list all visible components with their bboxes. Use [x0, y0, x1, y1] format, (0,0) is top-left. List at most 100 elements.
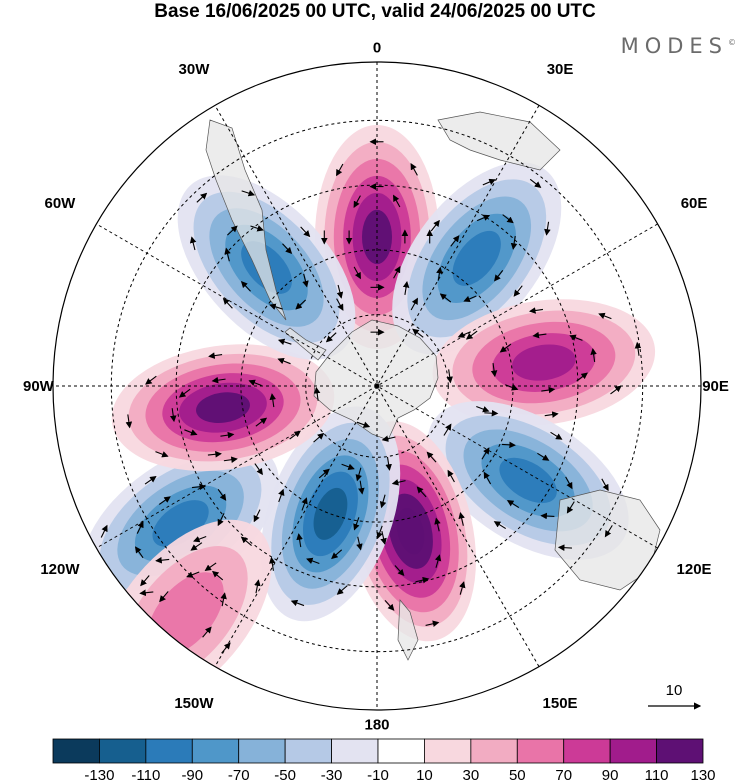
wind-arrow — [565, 476, 573, 490]
wind-arrow — [269, 303, 283, 310]
wind-arrow — [541, 386, 556, 394]
anomaly-lobe — [111, 344, 335, 471]
wind-arrow — [463, 295, 477, 302]
africa-shape — [437, 111, 561, 171]
colorbar-tick-label: -90 — [181, 767, 203, 783]
wind-arrow — [544, 221, 551, 236]
wind-arrow — [190, 542, 203, 551]
colorbar-swatch — [145, 738, 193, 764]
wind-arrow — [159, 591, 169, 603]
wind-arrow — [446, 369, 453, 384]
wind-arrow — [484, 409, 499, 417]
wind-arrow — [217, 513, 225, 527]
wind-arrow — [220, 431, 235, 439]
wind-arrow — [506, 500, 520, 509]
wind-arrow — [510, 235, 518, 250]
wind-arrow — [331, 549, 343, 560]
colorbar-tick-label: -30 — [321, 767, 343, 783]
longitude-label: 60W — [45, 195, 77, 212]
colorbar-tick-label: 130 — [690, 767, 715, 783]
wind-arrow — [528, 307, 544, 314]
wind-arrow — [439, 293, 452, 303]
colorbar: -130 -110 -90 -70 -50 -30 -10 10 30 50 70 90 110 130 — [52, 738, 716, 783]
colorbar-swatch — [424, 738, 472, 764]
longitude-label: 90E — [702, 378, 729, 395]
wind-arrow — [253, 509, 261, 523]
wind-arrow — [169, 408, 177, 423]
wind-arrow — [566, 501, 575, 514]
wind-arrow — [318, 468, 330, 479]
wind-arrow — [227, 225, 238, 236]
wind-arrow — [217, 488, 227, 501]
colorbar-tick-label: -50 — [274, 767, 296, 783]
wind-arrow — [193, 535, 207, 543]
wind-arrow — [155, 451, 169, 458]
wind-arrow — [476, 405, 490, 413]
wind-arrow — [529, 178, 542, 189]
wind-arrow — [302, 273, 309, 288]
anomaly-lobe — [82, 441, 279, 606]
wind-arrow — [415, 576, 430, 584]
colorbar-swatch — [516, 738, 565, 764]
wind-arrow — [336, 585, 348, 595]
reference-vector-label: 10 — [666, 682, 683, 699]
wind-arrow — [457, 331, 471, 338]
wind-arrow — [576, 372, 588, 382]
longitude-label: 60E — [681, 195, 708, 212]
wind-arrow — [325, 332, 337, 343]
wind-arrow — [540, 512, 555, 520]
wind-arrow — [501, 441, 516, 449]
wind-arrow — [296, 533, 303, 548]
wind-arrow — [277, 357, 291, 365]
wind-arrow — [513, 285, 523, 297]
wind-arrow — [98, 571, 107, 584]
wind-arrow — [356, 536, 363, 551]
wind-arrow — [465, 330, 478, 340]
wind-arrow — [248, 379, 262, 386]
antarctic-peninsula-shape — [284, 327, 327, 361]
wind-arrow — [341, 463, 355, 470]
brand-logo: MODES© — [621, 34, 736, 58]
longitude-label: 150E — [543, 695, 578, 712]
wind-arrow — [379, 494, 387, 509]
colorbar-swatch — [284, 738, 332, 764]
wind-arrow — [376, 525, 383, 540]
wind-arrow — [458, 511, 465, 526]
wind-arrow — [569, 334, 583, 341]
wind-arrow — [277, 338, 292, 345]
wind-arrow — [196, 192, 208, 203]
wind-arrow — [476, 214, 491, 222]
chart-title: Base 16/06/2025 00 UTC, valid 24/06/2025… — [154, 1, 596, 22]
wind-arrow — [178, 388, 191, 398]
wind-arrow — [336, 284, 344, 299]
wind-arrow — [184, 429, 198, 436]
wind-arrow — [426, 451, 437, 463]
colorbar-tick-label: -110 — [131, 767, 160, 783]
wind-arrow — [447, 469, 455, 483]
wind-arrow — [278, 488, 285, 503]
wind-arrow — [416, 486, 427, 498]
wind-arrow — [336, 298, 344, 311]
wind-arrow — [301, 497, 308, 511]
wind-arrow — [436, 266, 443, 281]
south-america-shape — [205, 119, 287, 321]
landmass-outlines — [205, 111, 661, 661]
wind-arrow — [289, 430, 301, 440]
longitude-label: 180 — [364, 717, 389, 734]
longitude-label: 90W — [23, 378, 55, 395]
wind-arrow — [385, 456, 392, 471]
colorbar-tick-label: 30 — [463, 767, 480, 783]
colorbar-swatch — [656, 738, 704, 764]
wind-arrow — [505, 384, 519, 391]
wind-arrow — [499, 343, 512, 353]
wind-arrow — [189, 236, 197, 251]
wind-arrow — [145, 375, 157, 385]
wind-arrow — [493, 521, 506, 530]
wind-arrow — [483, 471, 492, 485]
wind-arrow — [434, 517, 441, 532]
wind-arrow — [255, 417, 268, 427]
wind-arrow — [136, 520, 144, 534]
wind-arrow — [240, 280, 251, 292]
wind-arrow — [290, 599, 305, 607]
wind-arrow — [502, 214, 514, 224]
